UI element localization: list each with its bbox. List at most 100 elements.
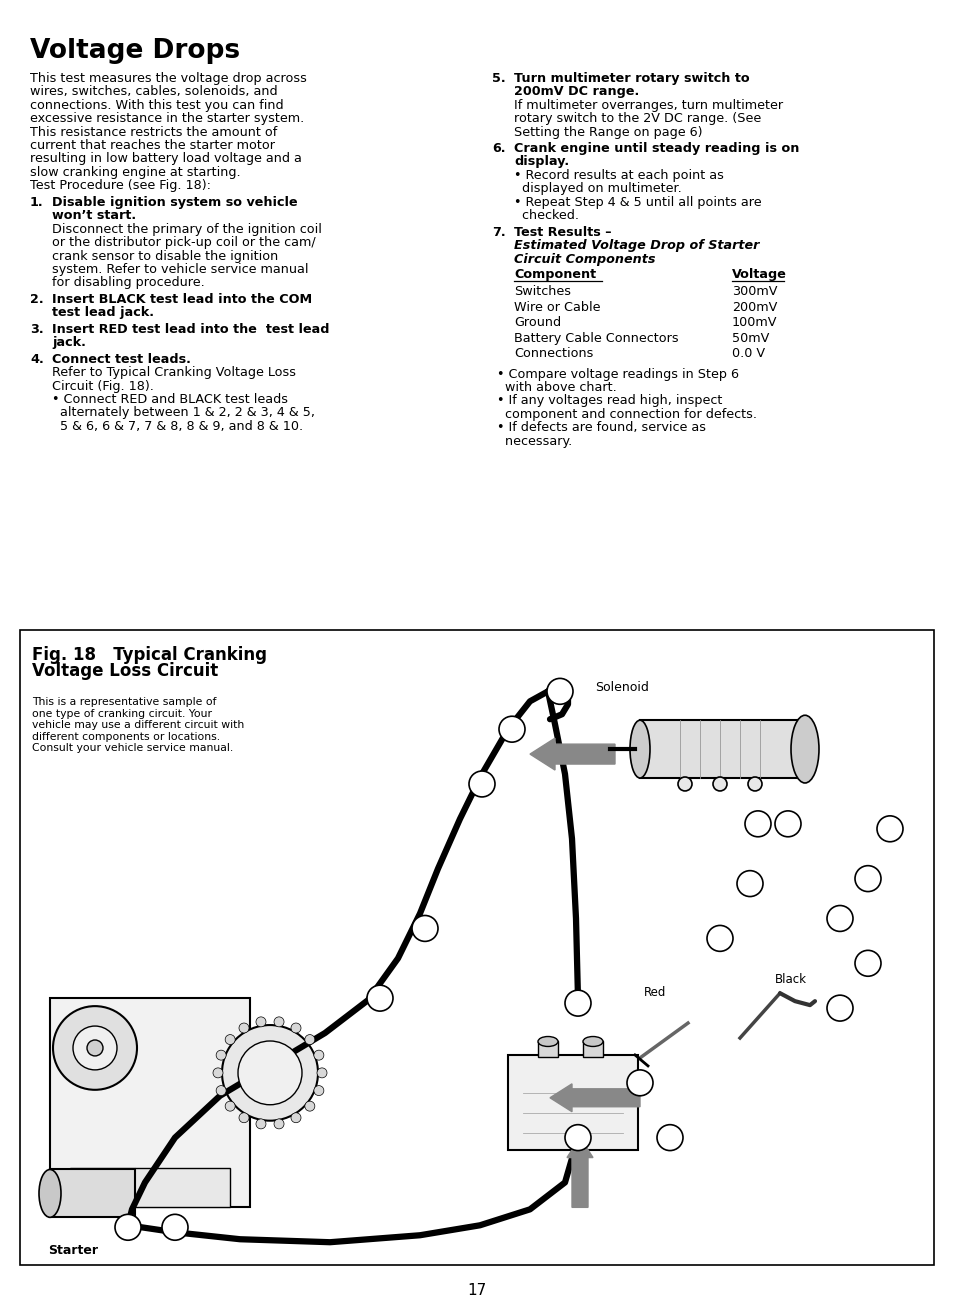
Text: This is a representative sample of: This is a representative sample of <box>32 697 216 708</box>
Text: different components or locations.: different components or locations. <box>32 731 220 742</box>
Text: connections. With this test you can find: connections. With this test you can find <box>30 99 283 112</box>
Text: 5.: 5. <box>492 72 505 85</box>
Circle shape <box>316 1068 327 1077</box>
Text: component and connection for defects.: component and connection for defects. <box>497 409 757 422</box>
Text: 200mV DC range.: 200mV DC range. <box>514 85 639 98</box>
Text: • Connect RED and BLACK test leads: • Connect RED and BLACK test leads <box>52 393 288 406</box>
Circle shape <box>774 811 801 837</box>
Text: 6.: 6. <box>492 142 505 155</box>
Bar <box>50 1170 135 1218</box>
Text: or the distributor pick-up coil or the cam/: or the distributor pick-up coil or the c… <box>52 235 315 248</box>
Circle shape <box>469 771 495 798</box>
Text: current that reaches the starter motor: current that reaches the starter motor <box>30 139 274 152</box>
Circle shape <box>367 985 393 1011</box>
Text: 1.: 1. <box>30 195 44 208</box>
Ellipse shape <box>582 1037 602 1046</box>
Circle shape <box>216 1050 226 1060</box>
Circle shape <box>412 916 437 942</box>
Circle shape <box>225 1101 235 1111</box>
Text: Voltage Drops: Voltage Drops <box>30 38 240 64</box>
Text: Circuit (Fig. 18).: Circuit (Fig. 18). <box>52 380 153 393</box>
Text: Disconnect the primary of the ignition coil: Disconnect the primary of the ignition c… <box>52 222 321 235</box>
Circle shape <box>826 995 852 1021</box>
Text: Voltage: Voltage <box>731 268 786 281</box>
Text: 2.: 2. <box>30 293 44 306</box>
Text: Voltage Loss Circuit: Voltage Loss Circuit <box>32 662 218 680</box>
Circle shape <box>546 678 573 704</box>
Ellipse shape <box>537 1037 558 1046</box>
Circle shape <box>498 717 524 742</box>
Text: • If any voltages read high, inspect: • If any voltages read high, inspect <box>497 394 721 407</box>
Text: displayed on multimeter.: displayed on multimeter. <box>514 182 681 195</box>
Circle shape <box>255 1017 266 1026</box>
FancyArrow shape <box>530 738 615 770</box>
Circle shape <box>239 1023 249 1033</box>
Text: Connect test leads.: Connect test leads. <box>52 353 191 366</box>
Text: Setting the Range on page 6): Setting the Range on page 6) <box>514 125 701 138</box>
Circle shape <box>706 925 732 951</box>
Circle shape <box>222 1025 317 1120</box>
Ellipse shape <box>39 1170 61 1218</box>
Bar <box>507 1055 638 1150</box>
Text: Starter: Starter <box>48 1244 98 1257</box>
Text: necessary.: necessary. <box>497 435 572 448</box>
Text: Circuit Components: Circuit Components <box>514 252 655 265</box>
Text: Wire or Cable: Wire or Cable <box>514 301 599 314</box>
Text: Fig. 18   Typical Cranking: Fig. 18 Typical Cranking <box>32 645 267 664</box>
Ellipse shape <box>790 716 818 783</box>
Circle shape <box>314 1050 323 1060</box>
Text: excessive resistance in the starter system.: excessive resistance in the starter syst… <box>30 112 304 125</box>
Text: Consult your vehicle service manual.: Consult your vehicle service manual. <box>32 743 233 753</box>
Text: jack.: jack. <box>52 336 86 349</box>
Text: 17: 17 <box>467 1283 486 1298</box>
Text: Insert BLACK test lead into the COM: Insert BLACK test lead into the COM <box>52 293 312 306</box>
Text: Component: Component <box>514 268 596 281</box>
Text: 0.0 V: 0.0 V <box>731 347 764 360</box>
Circle shape <box>564 1124 590 1150</box>
Circle shape <box>712 777 726 791</box>
Circle shape <box>274 1017 284 1026</box>
Circle shape <box>162 1214 188 1240</box>
Text: Test Results –: Test Results – <box>514 225 611 238</box>
Text: one type of cranking circuit. Your: one type of cranking circuit. Your <box>32 709 212 718</box>
Circle shape <box>826 905 852 932</box>
Text: 100mV: 100mV <box>731 316 777 329</box>
Text: 200mV: 200mV <box>731 301 777 314</box>
Circle shape <box>216 1085 226 1095</box>
Text: crank sensor to disable the ignition: crank sensor to disable the ignition <box>52 250 278 263</box>
Circle shape <box>255 1119 266 1129</box>
Text: • Record results at each point as: • Record results at each point as <box>514 169 723 182</box>
Text: Black: Black <box>774 973 806 986</box>
Text: 4.: 4. <box>30 353 44 366</box>
Circle shape <box>225 1034 235 1045</box>
Circle shape <box>854 950 880 976</box>
Text: Insert RED test lead into the  test lead: Insert RED test lead into the test lead <box>52 323 329 336</box>
Circle shape <box>564 990 590 1016</box>
Circle shape <box>876 816 902 842</box>
Circle shape <box>291 1023 301 1033</box>
Text: • Compare voltage readings in Step 6: • Compare voltage readings in Step 6 <box>497 368 739 381</box>
Circle shape <box>87 1039 103 1056</box>
Text: display.: display. <box>514 155 569 168</box>
Text: Connections: Connections <box>514 347 593 360</box>
Text: This test measures the voltage drop across: This test measures the voltage drop acro… <box>30 72 307 85</box>
Text: vehicle may use a different circuit with: vehicle may use a different circuit with <box>32 721 244 730</box>
Text: resulting in low battery load voltage and a: resulting in low battery load voltage an… <box>30 152 301 165</box>
FancyArrow shape <box>566 1137 593 1207</box>
Text: Disable ignition system so vehicle: Disable ignition system so vehicle <box>52 195 297 208</box>
Circle shape <box>237 1041 302 1105</box>
Bar <box>582 1042 602 1058</box>
Circle shape <box>73 1026 117 1069</box>
Bar <box>70 1167 230 1207</box>
Text: rotary switch to the 2V DC range. (See: rotary switch to the 2V DC range. (See <box>514 112 760 125</box>
Circle shape <box>678 777 691 791</box>
Text: Battery Cable Connectors: Battery Cable Connectors <box>514 332 678 345</box>
Text: Solenoid: Solenoid <box>595 682 648 695</box>
Circle shape <box>291 1112 301 1123</box>
Text: 5 & 6, 6 & 7, 7 & 8, 8 & 9, and 8 & 10.: 5 & 6, 6 & 7, 7 & 8, 8 & 9, and 8 & 10. <box>52 420 303 433</box>
Text: This resistance restricts the amount of: This resistance restricts the amount of <box>30 125 277 138</box>
Bar <box>20 630 933 1265</box>
Ellipse shape <box>629 721 649 778</box>
Circle shape <box>737 870 762 896</box>
Text: 300mV: 300mV <box>731 285 777 298</box>
